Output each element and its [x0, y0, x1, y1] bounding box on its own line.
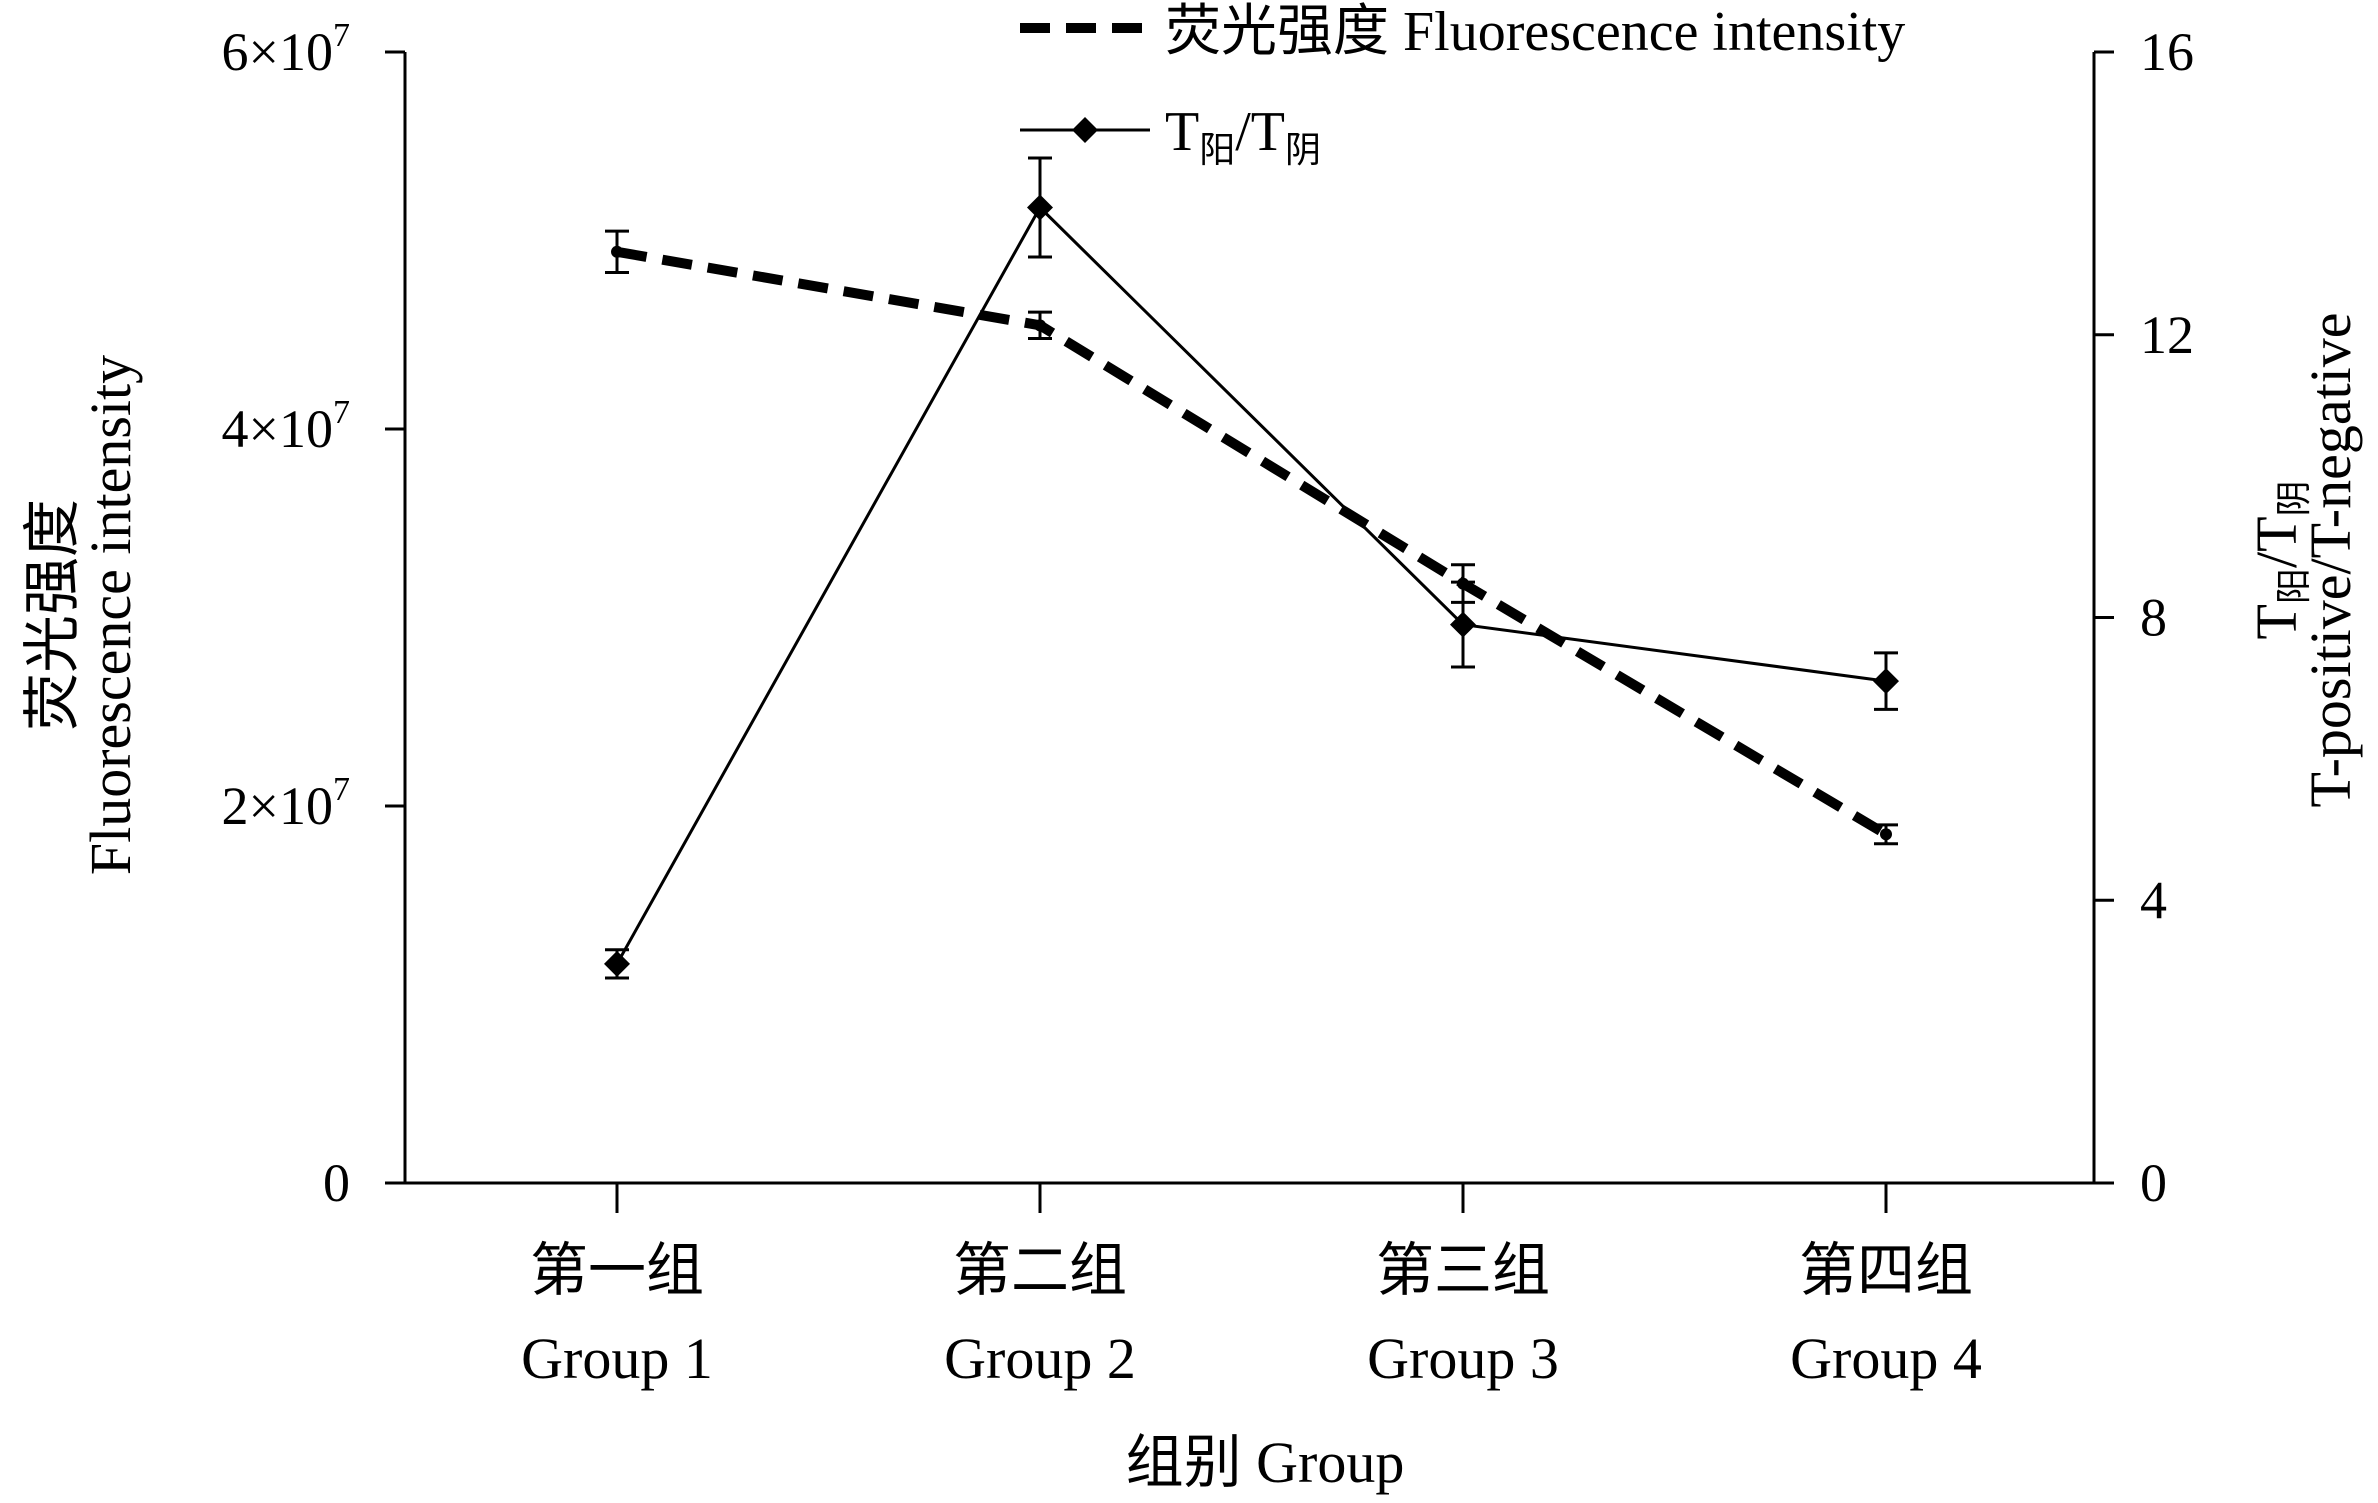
right-tick-label: 16	[2140, 22, 2194, 82]
left-axis-label-en-group: Fluorescence intensity	[78, 355, 143, 875]
series-ratio	[604, 156, 1899, 980]
right-axis-label-line2-group: T-positive/T-negative	[2298, 312, 2363, 807]
legend: 荧光强度 Fluorescence intensity T阳/T阴	[1020, 1, 1905, 170]
left-tick-label: 6×107	[222, 17, 350, 82]
legend-label-ratio: T阳/T阴	[1165, 101, 1321, 170]
right-tick-label: 4	[2140, 870, 2167, 930]
x-tick-label-zh: 第二组	[953, 1238, 1127, 1303]
left-tick-label: 0	[323, 1153, 350, 1213]
x-tick-label-en: Group 3	[1367, 1326, 1559, 1391]
left-tick-label: 2×107	[222, 771, 350, 836]
x-tick-label-zh: 第一组	[530, 1238, 704, 1303]
fluorescence-point	[1034, 319, 1046, 332]
left-axis-label-zh: 荧光强度	[20, 499, 85, 731]
left-tick-label: 4×107	[222, 394, 350, 459]
ratio-point	[604, 950, 630, 977]
left-axis-label-en: Fluorescence intensity	[78, 355, 143, 875]
right-axis-label-line1: T阳/T阴	[2244, 480, 2314, 639]
x-axis-ticks: 第一组 Group 1 第二组 Group 2 第三组 Group 3 第四组 Group 4	[521, 1183, 1982, 1391]
legend-label-fluorescence: 荧光强度 Fluorescence intensity	[1165, 1, 1905, 63]
right-axis-ticks: 0 4 8 12 16	[2094, 22, 2194, 1213]
ratio-point	[1027, 194, 1053, 221]
left-axis-ticks: 0 2×107 4×107 6×107	[222, 17, 405, 1213]
fluorescence-point	[611, 245, 623, 258]
x-tick-label-en: Group 4	[1790, 1326, 1982, 1391]
ratio-line	[615, 205, 1887, 965]
ratio-point	[1873, 668, 1899, 695]
series-fluorescence	[605, 229, 1898, 846]
right-axis-label-line2: T-positive/T-negative	[2298, 312, 2363, 807]
fluorescence-point	[1880, 828, 1892, 841]
ratio-point	[1450, 611, 1476, 638]
right-tick-label: 0	[2140, 1153, 2167, 1213]
right-axis-label: T阳/T阴	[2244, 480, 2314, 639]
x-tick-label-zh: 第四组	[1799, 1238, 1973, 1303]
legend-marker-ratio	[1072, 117, 1098, 143]
x-tick-label-zh: 第三组	[1376, 1238, 1550, 1303]
fluorescence-line	[616, 246, 1889, 839]
x-tick-label-en: Group 1	[521, 1326, 713, 1391]
x-axis-label: 组别 Group	[1126, 1430, 1405, 1495]
x-tick-label-en: Group 2	[944, 1326, 1136, 1391]
right-tick-label: 8	[2140, 588, 2167, 648]
right-tick-label: 12	[2140, 305, 2194, 365]
left-axis-label: 荧光强度	[20, 499, 85, 731]
